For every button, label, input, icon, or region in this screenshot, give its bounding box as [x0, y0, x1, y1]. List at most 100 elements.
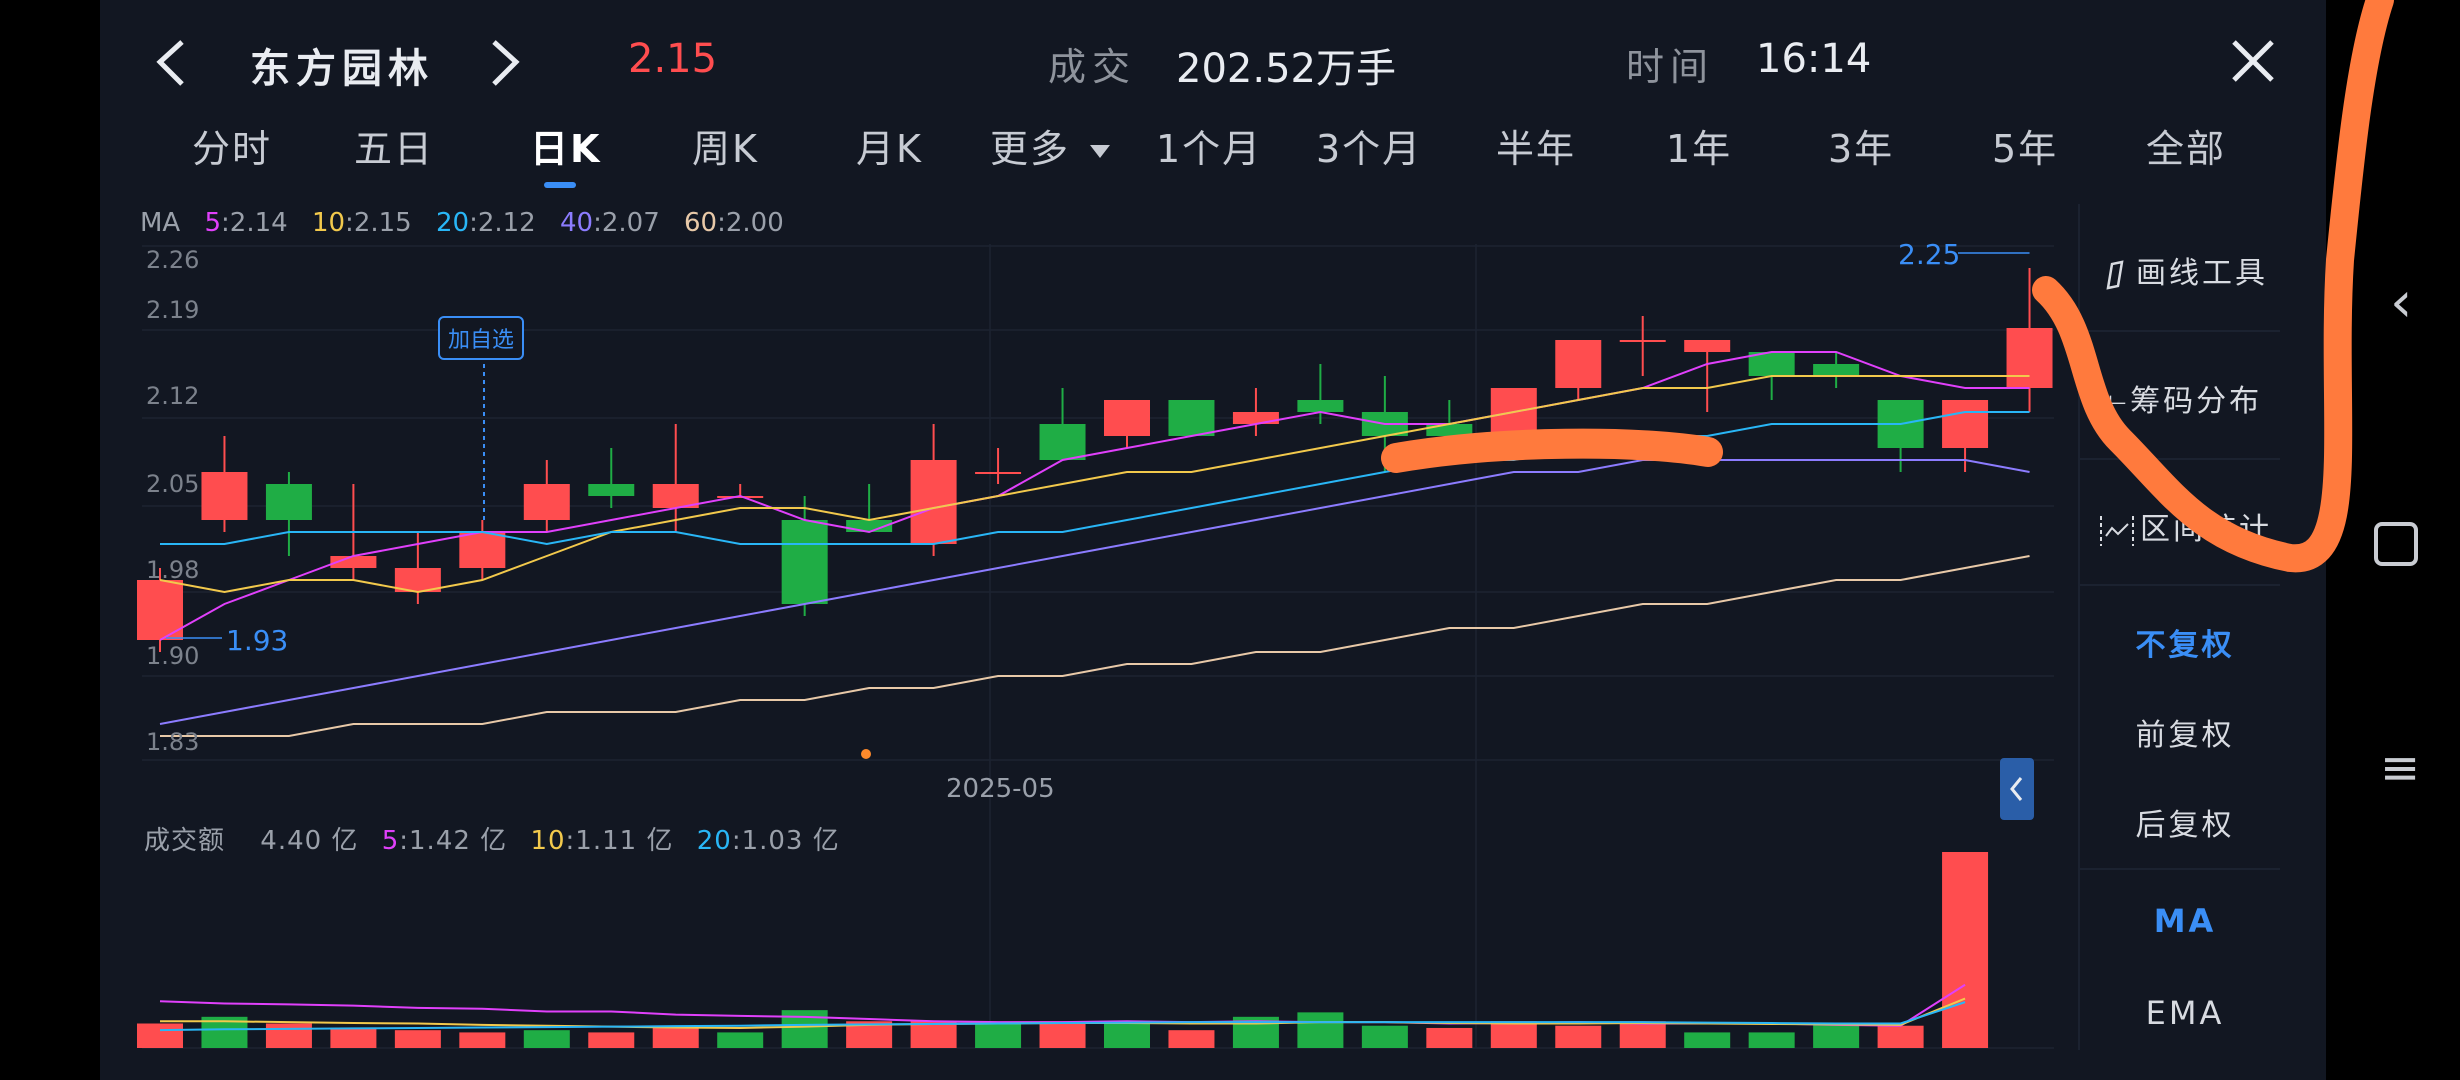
candle-body	[1555, 340, 1602, 388]
chip-distribution-button[interactable]: ⊢筹码分布	[2090, 376, 2280, 420]
ema-indicator-option[interactable]: EMA	[2145, 994, 2225, 1032]
volume-bar	[910, 1021, 957, 1048]
volume-bar	[717, 1032, 764, 1048]
candle-body	[1684, 340, 1731, 352]
vol-ma10-value: 1.11 亿	[575, 826, 674, 856]
candle-body	[1490, 388, 1537, 448]
ma5-line	[159, 351, 2030, 641]
tab-fenshi[interactable]: 分时	[192, 127, 273, 171]
chevron-left-icon	[2010, 777, 2023, 801]
volume-bar	[394, 1030, 441, 1048]
ma5-key: 5	[204, 208, 222, 238]
vol-ma10-key: 10	[530, 826, 566, 856]
volume-bar	[1555, 1025, 1602, 1048]
volume-bar	[1684, 1032, 1731, 1048]
add-watchlist-badge[interactable]: 加自选	[438, 316, 525, 360]
side-panel	[2078, 204, 2284, 1050]
draw-tool-label: 画线工具	[2136, 256, 2268, 291]
tab-1month[interactable]: 1个月	[1156, 127, 1263, 171]
tab-1year[interactable]: 1年	[1666, 127, 1733, 171]
candle-body	[330, 556, 377, 568]
volume-bar	[330, 1027, 377, 1048]
candle-body	[1942, 400, 1989, 448]
tab-halfyear[interactable]: 半年	[1496, 127, 1577, 171]
current-price: 2.15	[628, 36, 718, 82]
ma60-line	[160, 555, 2030, 737]
volume-bar	[1103, 1021, 1150, 1048]
volume-bar	[1168, 1030, 1215, 1048]
tab-3year[interactable]: 3年	[1828, 127, 1895, 171]
volume-bar	[1748, 1032, 1795, 1048]
volume-legend-value: 4.40 亿	[260, 826, 359, 856]
candle-body	[1813, 364, 1860, 376]
nav-back-icon[interactable]: ‹	[2390, 270, 2413, 335]
post-adjust-option[interactable]: 后复权	[2135, 808, 2235, 843]
candle-body	[1103, 400, 1150, 436]
vol-ma5-key: 5	[381, 826, 400, 856]
ma60-key: 60	[684, 208, 718, 238]
volume-bar	[1942, 852, 1989, 1048]
nav-recents-icon[interactable]: ≡	[2380, 740, 2421, 796]
ma5-value: 2.14	[229, 208, 288, 238]
candle-body	[201, 472, 248, 520]
vol-ma20-value: 1.03 亿	[741, 826, 840, 856]
tab-wuri[interactable]: 五日	[354, 127, 435, 171]
tab-weekly-k[interactable]: 周K	[692, 127, 759, 171]
candle-body	[975, 472, 1022, 474]
date-axis-label: 2025-05	[946, 774, 1055, 804]
volume-bar	[1039, 1021, 1086, 1048]
candle-body	[459, 532, 506, 568]
volume-bar	[1361, 1025, 1408, 1048]
event-dot	[861, 749, 871, 759]
ma40-key: 40	[559, 208, 594, 238]
candle-body	[1168, 400, 1215, 436]
tab-more[interactable]: 更多	[990, 118, 1111, 173]
tab-more-label: 更多	[990, 127, 1071, 171]
ma-legend-title: MA	[140, 208, 181, 238]
prev-stock-icon[interactable]	[150, 38, 190, 88]
ma-indicator-option[interactable]: MA	[2153, 902, 2217, 940]
chip-dist-label: 筹码分布	[2130, 384, 2263, 419]
ma10-line	[159, 375, 2030, 594]
caret-down-icon	[1090, 144, 1111, 158]
price-tick-5: 1.90	[146, 642, 200, 670]
ma40-value: 2.07	[601, 208, 660, 238]
pen-icon	[2106, 259, 2124, 290]
candle-body	[265, 484, 312, 520]
candle-body	[137, 580, 183, 640]
volume-bar	[1877, 1025, 1924, 1048]
candle-body	[1748, 352, 1795, 376]
low-price-label: 1.93	[226, 624, 289, 657]
time-label: 时间	[1626, 45, 1715, 89]
candle-body	[1297, 400, 1344, 412]
ma-legend: MA 5:2.14 10:2.15 20:2.12 40:2.07 60:2.0…	[140, 208, 784, 238]
candle-body	[523, 484, 570, 520]
collapse-panel-tab[interactable]	[2000, 758, 2034, 820]
draw-tool-button[interactable]: 画线工具	[2090, 248, 2280, 292]
tab-3month[interactable]: 3个月	[1316, 127, 1423, 171]
volume-bar	[975, 1023, 1022, 1048]
tab-monthly-k[interactable]: 月K	[856, 127, 923, 171]
candle-body	[781, 520, 828, 604]
vol_ma20-line	[159, 1001, 1966, 1032]
pre-adjust-option[interactable]: 前复权	[2135, 718, 2235, 753]
price-tick-1: 2.19	[146, 296, 200, 324]
volume-bar	[459, 1032, 506, 1048]
ma20-value: 2.12	[477, 208, 536, 238]
volume-bar	[1426, 1027, 1473, 1048]
next-stock-icon[interactable]	[486, 38, 526, 88]
price-tick-6: 1.83	[146, 728, 200, 756]
no-adjust-option[interactable]: 不复权	[2135, 628, 2235, 663]
ma20-key: 20	[435, 208, 470, 238]
tab-daily-k[interactable]: 日K	[530, 127, 602, 171]
candle-body	[2006, 328, 2053, 388]
range-stat-button[interactable]: 区间统计	[2090, 504, 2280, 548]
price-tick-4: 1.98	[146, 556, 200, 584]
stock-name: 东方园林	[250, 46, 434, 92]
price-tick-3: 2.05	[146, 470, 200, 498]
candle-body	[1426, 424, 1473, 436]
candle-body	[394, 568, 441, 592]
candle-body	[588, 484, 635, 496]
candle-body	[1039, 424, 1086, 460]
volume-bar	[588, 1032, 635, 1048]
